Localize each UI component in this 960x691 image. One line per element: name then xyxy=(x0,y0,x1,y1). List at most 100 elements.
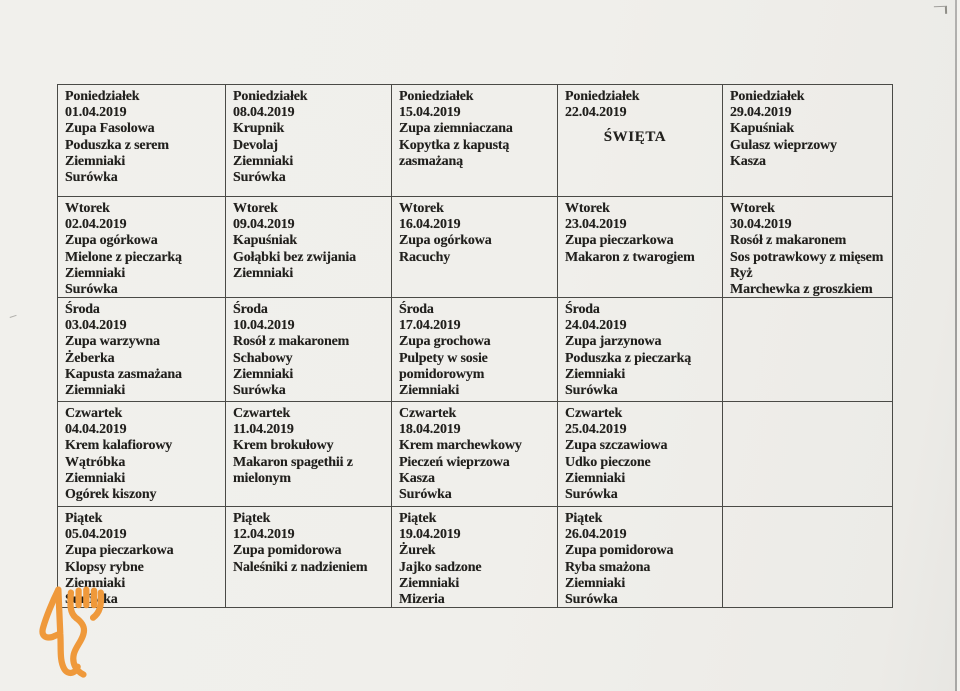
menu-item: Surówka xyxy=(65,282,118,297)
menu-item: Krem marchewkowy xyxy=(399,438,522,454)
menu-item: Makaron spagethii z mielonym xyxy=(233,454,353,486)
menu-cell: Wtorek 02.04.2019 Zupa ogórkowa Mielone z p… xyxy=(57,196,225,297)
menu-item: Krupnik xyxy=(233,121,285,137)
date-label: 02.04.2019 xyxy=(65,217,127,233)
menu-item: Zupa grochowa xyxy=(399,334,491,350)
menu-item: Krem brokułowy xyxy=(233,438,334,454)
menu-cell: Poniedziałek 08.04.2019 Krupnik Devolaj Ziem… xyxy=(225,84,391,196)
menu-cell: Środa 03.04.2019 Zupa warzywna Żeberka Kapus… xyxy=(57,297,225,401)
date-label: 09.04.2019 xyxy=(233,217,295,233)
menu-item: Kapuśniak xyxy=(233,233,298,249)
day-label: Wtorek xyxy=(730,201,775,216)
menu-item: Zupa warzywna xyxy=(65,334,160,350)
menu-cell-empty xyxy=(722,401,892,506)
menu-item: Udko pieczone xyxy=(565,454,651,470)
date-label: 04.04.2019 xyxy=(65,422,127,438)
menu-item: Surówka xyxy=(233,170,286,186)
menu-item: Surówka xyxy=(565,383,618,399)
menu-cell: Wtorek 16.04.2019 Zupa ogórkowa Racuchy xyxy=(391,196,557,297)
menu-item: Ryż xyxy=(730,265,753,281)
day-label: Środa xyxy=(399,302,434,317)
scan-speck-left xyxy=(8,311,17,318)
cutlery-logo-icon xyxy=(39,586,105,678)
date-label: 16.04.2019 xyxy=(399,217,461,233)
menu-item: Jajko sadzone xyxy=(399,559,482,575)
menu-cell: Poniedziałek 01.04.2019 Zupa Fasolowa Podus… xyxy=(57,84,225,196)
menu-item: Ziemniaki xyxy=(65,575,126,591)
menu-cell: Piątek 19.04.2019 Żurek Jajko sadzone Ziemni… xyxy=(391,506,557,607)
date-label: 11.04.2019 xyxy=(233,422,294,438)
menu-item: Zupa pieczarkowa xyxy=(65,543,174,559)
menu-item: Zupa jarzynowa xyxy=(565,334,662,350)
day-label: Czwartek xyxy=(565,406,623,421)
menu-item: Naleśniki z nadzieniem xyxy=(233,559,368,575)
day-label: Wtorek xyxy=(399,201,444,216)
date-label: 23.04.2019 xyxy=(565,217,627,233)
date-label: 15.04.2019 xyxy=(399,105,461,121)
date-label: 19.04.2019 xyxy=(399,527,461,543)
menu-item: Poduszka z serem xyxy=(65,137,169,153)
menu-item: Zupa ziemniaczana xyxy=(399,121,513,137)
day-label: Poniedziałek xyxy=(565,89,640,104)
menu-item: Poduszka z pieczarką xyxy=(565,350,692,366)
menu-item: Ryba smażona xyxy=(565,559,651,575)
day-label: Piątek xyxy=(65,511,103,526)
menu-item: Pieczeń wieprzowa xyxy=(399,454,510,470)
date-label: 25.04.2019 xyxy=(565,422,627,438)
menu-item: Ziemniaki xyxy=(233,153,294,169)
menu-item: Ziemniaki xyxy=(399,383,460,399)
menu-item: Ziemniaki xyxy=(65,265,126,281)
menu-item: Wątróbka xyxy=(65,454,126,470)
day-label: Wtorek xyxy=(565,201,610,216)
date-label: 17.04.2019 xyxy=(399,318,461,334)
menu-item: Surówka xyxy=(399,487,452,503)
menu-item: Ziemniaki xyxy=(565,366,626,382)
day-label: Środa xyxy=(65,302,100,317)
day-label: Środa xyxy=(233,302,268,317)
menu-item: Ziemniaki xyxy=(233,265,294,281)
menu-item: Gulasz wieprzowy xyxy=(730,137,837,153)
menu-item: Kopytka z kapustą zasmażaną xyxy=(399,137,510,169)
date-label: 12.04.2019 xyxy=(233,527,295,543)
menu-item: Zupa szczawiowa xyxy=(565,438,668,454)
menu-item: Surówka xyxy=(65,170,118,186)
menu-cell: Środa 10.04.2019 Rosół z makaronem Schabowy… xyxy=(225,297,391,401)
menu-cell: Czwartek 25.04.2019 Zupa szczawiowa Udko pi… xyxy=(557,401,722,506)
date-label: 03.04.2019 xyxy=(65,318,127,334)
date-label: 18.04.2019 xyxy=(399,422,461,438)
menu-cell: Środa 24.04.2019 Zupa jarzynowa Poduszka z … xyxy=(557,297,722,401)
menu-item: Kapusta zasmażana xyxy=(65,366,182,382)
date-label: 10.04.2019 xyxy=(233,318,295,334)
menu-cell: Środa 17.04.2019 Zupa grochowa Pulpety w so… xyxy=(391,297,557,401)
menu-cell: Poniedziałek 22.04.2019 ŚWIĘTA xyxy=(557,84,722,196)
menu-item: Żeberka xyxy=(65,350,115,366)
menu-cell: Piątek 12.04.2019 Zupa pomidorowa Naleśniki… xyxy=(225,506,391,607)
menu-item: Krem kalafiorowy xyxy=(65,438,173,454)
menu-item: ŚWIĘTA xyxy=(603,129,667,146)
date-label: 26.04.2019 xyxy=(565,527,627,543)
day-label: Czwartek xyxy=(399,406,457,421)
menu-item: Surówka xyxy=(565,487,618,503)
day-label: Piątek xyxy=(399,511,437,526)
day-label: Wtorek xyxy=(233,201,278,216)
day-label: Poniedziałek xyxy=(233,89,308,104)
menu-item: Ziemniaki xyxy=(65,153,126,169)
menu-item: Surówka xyxy=(233,383,286,399)
menu-table: Poniedziałek 01.04.2019 Zupa Fasolowa Podus… xyxy=(57,84,893,608)
menu-cell-empty xyxy=(722,297,892,401)
day-label: Poniedziałek xyxy=(65,89,140,104)
date-label: 05.04.2019 xyxy=(65,527,127,543)
menu-item: Ziemniaki xyxy=(565,470,626,486)
menu-cell: Wtorek 30.04.2019 Rosół z makaronem Sos pot… xyxy=(722,196,892,297)
menu-item: Devolaj xyxy=(233,137,278,153)
menu-cell: Czwartek 11.04.2019 Krem brokułowy Makaron … xyxy=(225,401,391,506)
date-label: 08.04.2019 xyxy=(233,105,295,121)
day-label: Czwartek xyxy=(233,406,291,421)
day-label: Poniedziałek xyxy=(730,89,805,104)
date-label: 22.04.2019 xyxy=(565,105,627,121)
menu-item: Kapuśniak xyxy=(730,121,795,137)
menu-item: Surówka xyxy=(565,592,618,607)
menu-cell: Czwartek 18.04.2019 Krem marchewkowy Piecze… xyxy=(391,401,557,506)
menu-item: Gołąbki bez zwijania xyxy=(233,249,357,265)
menu-item: Racuchy xyxy=(399,249,451,265)
